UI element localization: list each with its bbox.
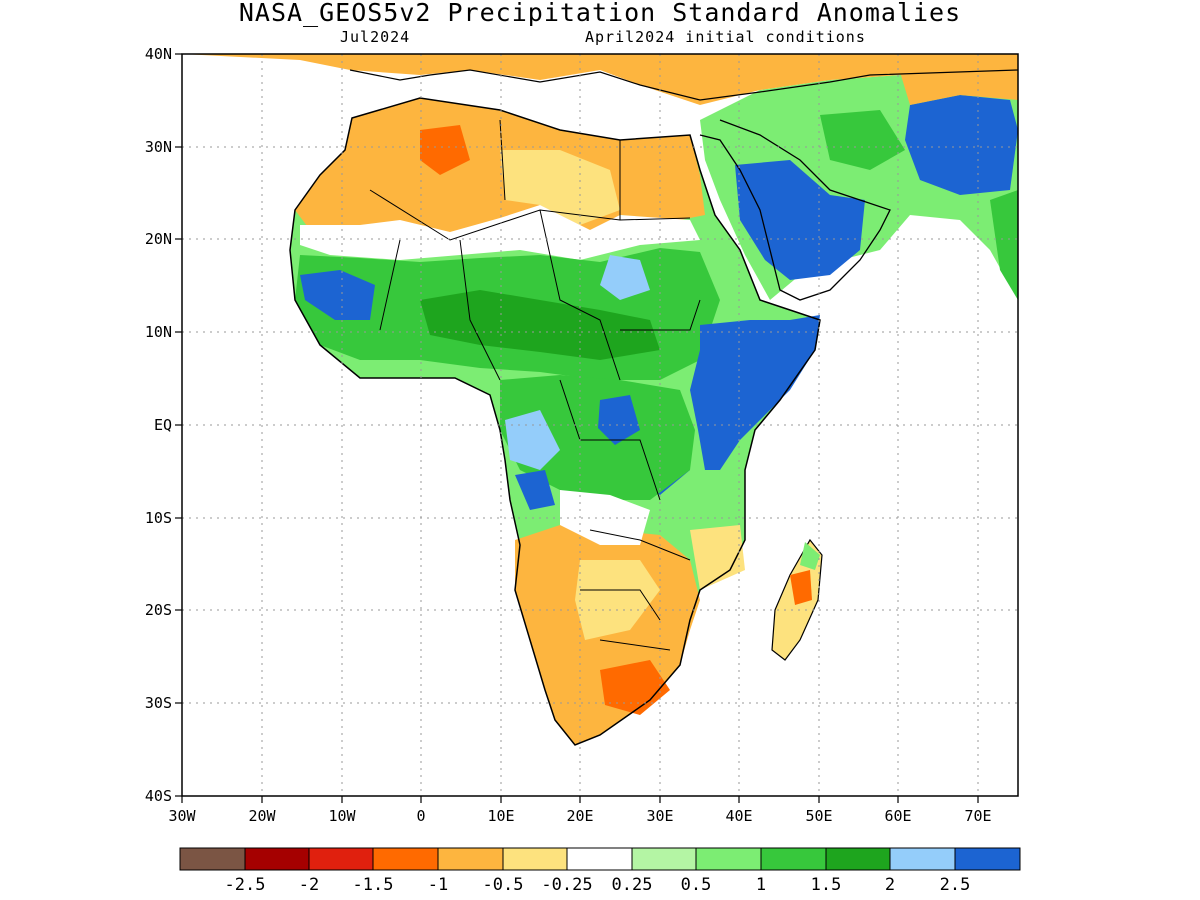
- colorbar-label: 0.25: [612, 875, 653, 895]
- red-sea-coast: [699, 119, 891, 301]
- x-tick-label: 20E: [566, 807, 593, 825]
- arabia-blue: [735, 160, 865, 280]
- x-tick-label: 60E: [884, 807, 911, 825]
- central-sahel-blue: [600, 255, 650, 300]
- colorbar-label: 0.5: [681, 875, 712, 895]
- colorbar-label: -1: [428, 875, 448, 895]
- east-africa-blue: [690, 315, 820, 470]
- colorbar-label: -2.5: [225, 875, 266, 895]
- y-axis-labels: 40N 30N 20N 10N EQ 10S 20S 30S 40S: [145, 45, 172, 805]
- colorbar-swatch: [825, 847, 891, 871]
- x-axis-labels: 30W 20W 10W 0 10E 20E 30E 40E 50E 60E 70…: [168, 807, 991, 825]
- central-africa-green: [500, 375, 695, 500]
- colorbar-swatch: [889, 847, 956, 871]
- madagascar-green: [800, 542, 820, 570]
- west-africa-blue: [300, 270, 375, 320]
- colorbar: [179, 847, 1021, 871]
- europe-strip: [182, 54, 1018, 105]
- map-title: NASA_GEOS5v2 Precipitation Standard Anom…: [238, 0, 962, 27]
- colorbar-label: -0.5: [483, 875, 524, 895]
- colorbar-swatch: [631, 847, 697, 871]
- sahara-core-red: [420, 125, 470, 175]
- india-green: [990, 190, 1018, 300]
- country-borders: [369, 119, 701, 651]
- europe-coast: [349, 69, 1018, 101]
- colorbar-swatch: [372, 847, 439, 871]
- central-asia-orange: [900, 68, 1018, 105]
- congo-deep-blue: [515, 470, 555, 510]
- colorbar-label: 1.5: [811, 875, 842, 895]
- colorbar-swatch: [954, 847, 1021, 871]
- colorbar-label: -0.25: [541, 875, 592, 895]
- y-tick-label: 30N: [145, 138, 172, 156]
- colorbar-label: 2.5: [940, 875, 971, 895]
- colorbar-label: -1.5: [353, 875, 394, 895]
- forecast-month: Jul2024: [340, 28, 411, 46]
- colorbar-swatch: [695, 847, 762, 871]
- mozambique-yellow: [690, 525, 745, 590]
- colorbar-swatch: [308, 847, 374, 871]
- axis-ticks: [175, 53, 979, 803]
- colorbar-label: 1: [756, 875, 766, 895]
- x-tick-label: 70E: [964, 807, 991, 825]
- x-tick-label: 0: [416, 807, 425, 825]
- initial-conditions: April2024 initial conditions: [585, 28, 866, 46]
- white-sahel-band: [300, 205, 700, 260]
- x-tick-label: 20W: [248, 807, 276, 825]
- y-tick-label: EQ: [154, 416, 172, 434]
- anomaly-field: [182, 54, 1018, 746]
- colorbar-swatch: [760, 847, 827, 871]
- graticule: [182, 54, 1018, 796]
- south-africa-red: [600, 660, 670, 715]
- sahara-yellow: [500, 150, 620, 225]
- colorbar-swatch: [502, 847, 568, 871]
- x-tick-label: 30W: [168, 807, 196, 825]
- x-tick-label: 30E: [646, 807, 673, 825]
- x-tick-label: 40E: [725, 807, 752, 825]
- colorbar-swatch: [244, 847, 310, 871]
- y-tick-label: 40N: [145, 45, 172, 63]
- colorbar-swatch: [179, 847, 246, 871]
- sahel-dark-green: [420, 290, 660, 360]
- y-tick-label: 20S: [145, 601, 172, 619]
- iran-blue: [905, 95, 1018, 195]
- y-tick-label: 40S: [145, 787, 172, 805]
- y-tick-label: 10N: [145, 323, 172, 341]
- southern-africa-white: [560, 490, 650, 545]
- colorbar-label: 2: [885, 875, 895, 895]
- iran-green: [820, 110, 905, 170]
- colorbar-swatch: [566, 847, 633, 871]
- central-blue-patch: [598, 395, 640, 445]
- colorbar-label: -2: [299, 875, 319, 895]
- y-tick-label: 30S: [145, 694, 172, 712]
- x-tick-label: 10W: [328, 807, 356, 825]
- y-tick-label: 10S: [145, 509, 172, 527]
- x-tick-label: 50E: [805, 807, 832, 825]
- colorbar-labels: -2.5 -2 -1.5 -1 -0.5 -0.25 0.25 0.5 1 1.…: [225, 875, 971, 895]
- colorbar-swatch: [437, 847, 504, 871]
- southern-africa-yellow: [575, 560, 660, 640]
- y-tick-label: 20N: [145, 230, 172, 248]
- madagascar-red: [790, 570, 812, 605]
- x-tick-label: 10E: [487, 807, 514, 825]
- africa-coastline: [289, 97, 821, 746]
